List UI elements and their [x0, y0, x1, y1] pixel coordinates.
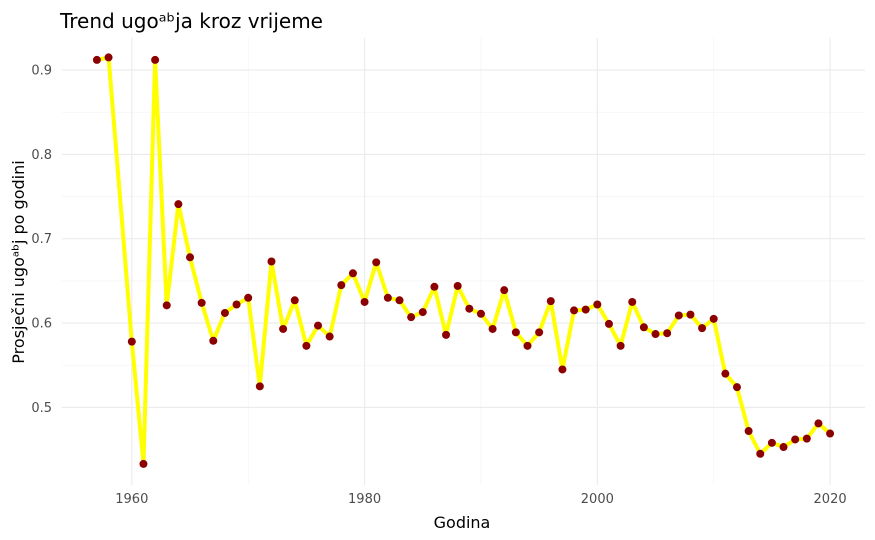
data-point: [616, 341, 625, 350]
x-tick-label: 1980: [348, 492, 381, 507]
y-axis-title: Prosječni ugoᵃᵇj po godini: [9, 160, 28, 363]
data-point: [139, 459, 148, 468]
data-point: [407, 313, 416, 322]
data-point: [244, 293, 253, 302]
data-point: [651, 330, 660, 339]
data-point: [639, 323, 648, 332]
data-point: [802, 434, 811, 443]
data-point: [430, 282, 439, 291]
x-axis-ticks: 1960 1980 2000 2020: [115, 492, 846, 507]
data-point: [92, 55, 101, 64]
data-point: [732, 383, 741, 392]
data-point: [709, 314, 718, 323]
data-point: [465, 304, 474, 313]
data-point: [604, 319, 613, 328]
chart-title: Trend ugoᵃᵇja kroz vrijeme: [59, 9, 323, 33]
data-point: [127, 337, 136, 346]
data-point: [302, 341, 311, 350]
data-point: [267, 257, 276, 266]
data-point: [290, 296, 299, 305]
data-point: [255, 382, 264, 391]
data-point: [488, 324, 497, 333]
data-point: [348, 269, 357, 278]
data-point: [767, 438, 776, 447]
y-tick-label: 0.7: [31, 232, 52, 247]
grid: [62, 38, 865, 485]
data-point: [279, 324, 288, 333]
data-point: [698, 324, 707, 333]
data-point: [232, 300, 241, 309]
series-line: [94, 55, 833, 466]
data-point: [418, 308, 427, 317]
data-point: [197, 298, 206, 307]
data-point: [570, 306, 579, 315]
data-point: [383, 293, 392, 302]
data-point: [372, 258, 381, 267]
y-tick-label: 0.5: [31, 401, 52, 416]
y-tick-label: 0.6: [31, 317, 52, 332]
data-point: [314, 321, 323, 330]
data-point: [523, 341, 532, 350]
x-tick-label: 2000: [581, 492, 614, 507]
y-axis-ticks: 0.5 0.6 0.7 0.8 0.9: [31, 64, 52, 416]
x-tick-label: 2020: [814, 492, 847, 507]
data-point: [453, 281, 462, 290]
data-point: [779, 443, 788, 452]
data-point: [442, 330, 451, 339]
data-point: [663, 329, 672, 338]
x-axis-title: Godina: [434, 513, 491, 532]
data-point: [791, 435, 800, 444]
data-point: [337, 281, 346, 290]
data-point: [721, 369, 730, 378]
data-point: [395, 296, 404, 305]
data-point: [476, 309, 485, 318]
data-point: [151, 55, 160, 64]
data-point: [325, 332, 334, 341]
y-tick-label: 0.9: [31, 64, 52, 79]
x-tick-label: 1960: [115, 492, 148, 507]
data-point: [826, 429, 835, 438]
data-point: [220, 308, 229, 317]
data-point: [186, 253, 195, 262]
data-point: [162, 301, 171, 310]
series-line-layer: [94, 55, 833, 466]
data-point: [500, 286, 509, 295]
data-point: [593, 300, 602, 309]
data-point: [628, 297, 637, 306]
data-point: [546, 297, 555, 306]
data-point: [756, 449, 765, 458]
data-point: [744, 427, 753, 436]
series-points: [92, 53, 835, 468]
data-point: [104, 53, 113, 62]
data-point: [511, 328, 520, 337]
data-point: [814, 419, 823, 428]
data-point: [581, 305, 590, 314]
data-point: [209, 336, 218, 345]
data-point: [674, 311, 683, 320]
data-point: [558, 365, 567, 374]
y-tick-label: 0.8: [31, 148, 52, 163]
data-point: [535, 328, 544, 337]
data-point: [686, 310, 695, 319]
data-point: [360, 297, 369, 306]
data-point: [174, 200, 183, 209]
